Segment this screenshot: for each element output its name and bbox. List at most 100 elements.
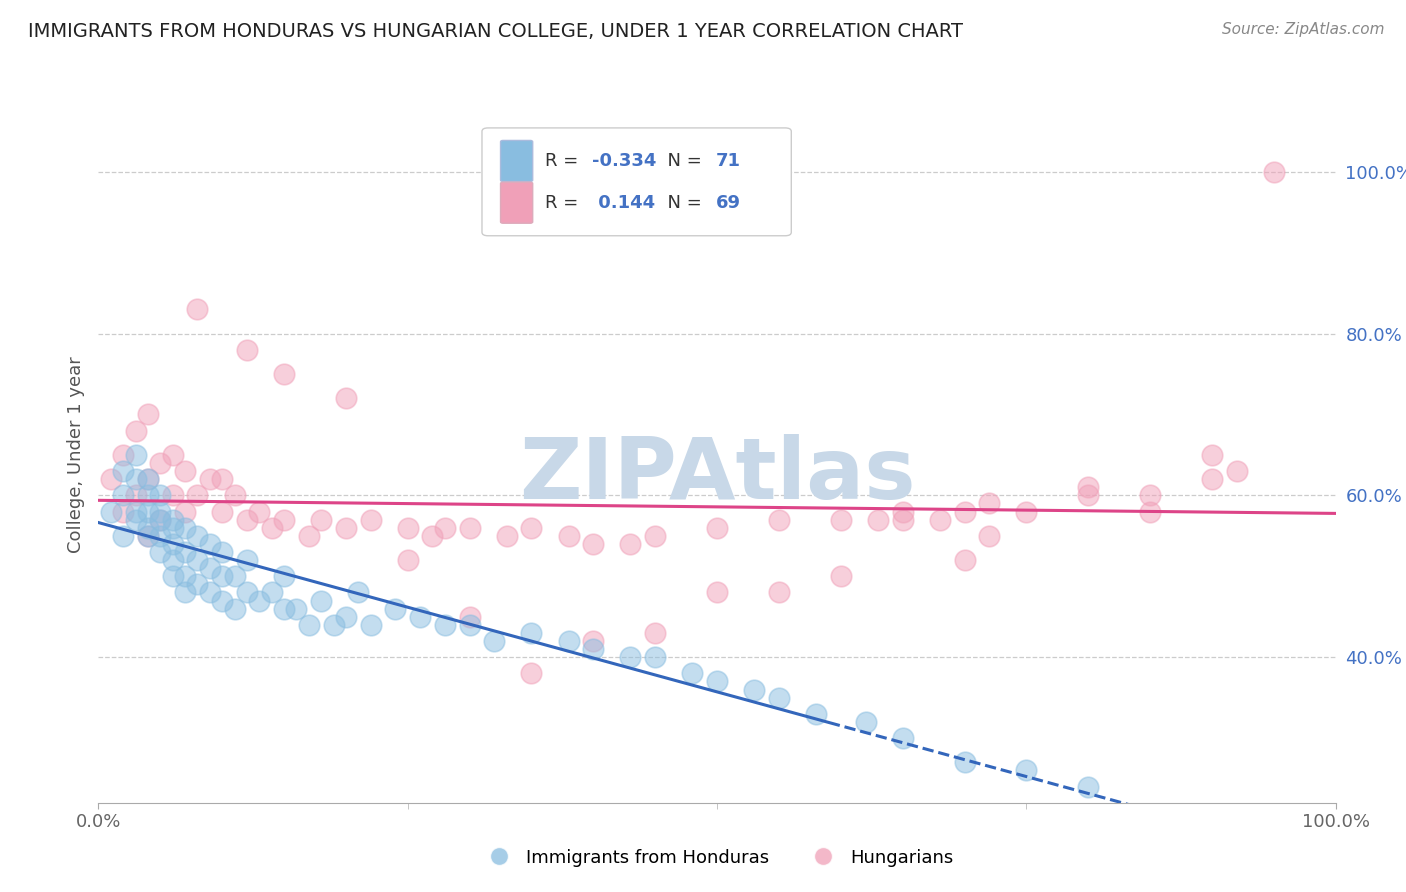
- Point: [979, 496, 1001, 510]
- Point: [1015, 764, 1038, 778]
- Point: [211, 593, 233, 607]
- Point: [495, 529, 517, 543]
- Point: [236, 513, 259, 527]
- Point: [186, 488, 208, 502]
- Point: [953, 756, 976, 770]
- Legend: Immigrants from Honduras, Hungarians: Immigrants from Honduras, Hungarians: [474, 841, 960, 874]
- Point: [335, 521, 357, 535]
- Text: 69: 69: [716, 194, 741, 211]
- Point: [335, 609, 357, 624]
- Point: [928, 513, 950, 527]
- Point: [136, 529, 159, 543]
- Point: [768, 585, 790, 599]
- Point: [136, 488, 159, 502]
- Point: [149, 456, 172, 470]
- Point: [236, 553, 259, 567]
- Point: [211, 545, 233, 559]
- Point: [706, 674, 728, 689]
- Point: [224, 569, 246, 583]
- Point: [273, 601, 295, 615]
- Point: [422, 529, 444, 543]
- FancyBboxPatch shape: [501, 140, 533, 181]
- Point: [384, 601, 406, 615]
- Point: [162, 537, 184, 551]
- Point: [644, 529, 666, 543]
- Point: [136, 504, 159, 518]
- Point: [804, 706, 827, 721]
- Point: [260, 585, 283, 599]
- Point: [136, 472, 159, 486]
- Point: [162, 513, 184, 527]
- Point: [768, 690, 790, 705]
- Point: [582, 642, 605, 657]
- Point: [236, 585, 259, 599]
- Point: [112, 464, 135, 478]
- Point: [1201, 448, 1223, 462]
- Point: [211, 472, 233, 486]
- Point: [1015, 504, 1038, 518]
- Point: [891, 504, 914, 518]
- Point: [347, 585, 370, 599]
- Point: [211, 504, 233, 518]
- Point: [335, 392, 357, 406]
- Point: [162, 448, 184, 462]
- Point: [1139, 504, 1161, 518]
- Point: [866, 513, 889, 527]
- Point: [458, 609, 481, 624]
- Point: [112, 504, 135, 518]
- Text: IMMIGRANTS FROM HONDURAS VS HUNGARIAN COLLEGE, UNDER 1 YEAR CORRELATION CHART: IMMIGRANTS FROM HONDURAS VS HUNGARIAN CO…: [28, 22, 963, 41]
- Point: [112, 488, 135, 502]
- Point: [112, 529, 135, 543]
- Point: [409, 609, 432, 624]
- Point: [124, 424, 146, 438]
- Point: [582, 634, 605, 648]
- Point: [1139, 488, 1161, 502]
- Point: [582, 537, 605, 551]
- Point: [149, 513, 172, 527]
- Point: [520, 666, 543, 681]
- Point: [198, 537, 221, 551]
- Point: [174, 504, 197, 518]
- Point: [644, 650, 666, 665]
- Point: [768, 513, 790, 527]
- Point: [100, 472, 122, 486]
- Point: [557, 529, 579, 543]
- Point: [149, 504, 172, 518]
- Point: [224, 488, 246, 502]
- Point: [309, 593, 332, 607]
- Point: [1077, 488, 1099, 502]
- Point: [136, 408, 159, 422]
- Point: [298, 529, 321, 543]
- Point: [1201, 472, 1223, 486]
- Point: [396, 553, 419, 567]
- Point: [309, 513, 332, 527]
- Point: [247, 504, 270, 518]
- Point: [162, 569, 184, 583]
- Text: R =: R =: [546, 152, 583, 170]
- Point: [953, 553, 976, 567]
- Point: [953, 504, 976, 518]
- Text: Source: ZipAtlas.com: Source: ZipAtlas.com: [1222, 22, 1385, 37]
- Point: [186, 577, 208, 591]
- Point: [458, 617, 481, 632]
- Point: [136, 472, 159, 486]
- Point: [360, 513, 382, 527]
- Point: [273, 513, 295, 527]
- Point: [260, 521, 283, 535]
- Point: [186, 302, 208, 317]
- Point: [619, 537, 641, 551]
- Point: [100, 504, 122, 518]
- Point: [557, 634, 579, 648]
- Point: [830, 513, 852, 527]
- Point: [742, 682, 765, 697]
- Text: 71: 71: [716, 152, 741, 170]
- Point: [124, 472, 146, 486]
- Point: [360, 617, 382, 632]
- Text: -0.334: -0.334: [592, 152, 657, 170]
- Point: [174, 545, 197, 559]
- Point: [149, 545, 172, 559]
- Point: [298, 617, 321, 632]
- Point: [224, 601, 246, 615]
- Point: [619, 650, 641, 665]
- Point: [112, 448, 135, 462]
